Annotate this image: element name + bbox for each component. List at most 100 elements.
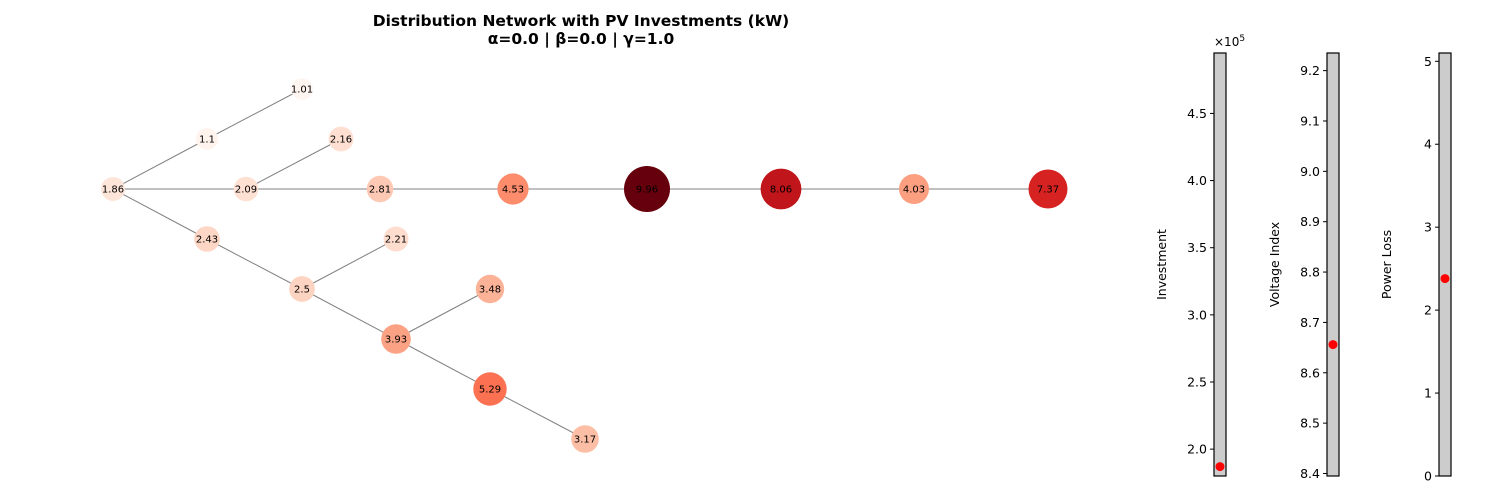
network-edge	[245, 138, 342, 190]
gauge-tick-label: 0	[1424, 469, 1432, 484]
network-edge	[301, 238, 397, 290]
node-label: 1.01	[291, 85, 313, 96]
gauge-tick-label: 9.2	[1300, 63, 1320, 78]
investment-gauge-bar	[1213, 52, 1227, 477]
network-edge	[206, 238, 303, 290]
node-marker	[475, 274, 505, 304]
network-edge	[395, 288, 491, 340]
node-marker	[760, 168, 802, 210]
node-marker	[196, 128, 218, 150]
node-marker	[497, 173, 529, 205]
network-node: 5.29	[473, 372, 507, 406]
gauge-tick-label: 8.6	[1300, 365, 1320, 380]
node-label: 4.03	[903, 185, 925, 196]
network-edge	[112, 188, 208, 240]
network-node: 3.17	[571, 425, 599, 453]
gauge-tick-label: 4.5	[1187, 106, 1207, 121]
figure-title: Distribution Network with PV Investments…	[373, 12, 790, 30]
node-label: 8.06	[770, 185, 792, 196]
network-node: 3.93	[381, 324, 411, 354]
node-label: 3.93	[385, 335, 407, 346]
network-edge	[395, 338, 491, 390]
node-marker	[1028, 169, 1068, 209]
node-marker	[233, 176, 259, 202]
node-label: 4.53	[502, 185, 524, 196]
network-node: 4.53	[497, 173, 529, 205]
node-label: 2.21	[385, 235, 407, 246]
network-node: 2.5	[289, 276, 315, 302]
network-node: 3.48	[475, 274, 505, 304]
node-label: 2.81	[369, 185, 391, 196]
node-marker	[194, 226, 220, 252]
gauge-tick-label: 5	[1424, 54, 1432, 69]
investment-axis-label: Investment	[1154, 229, 1169, 300]
node-label: 1.1	[199, 135, 215, 146]
gauge-tick-label: 2	[1424, 303, 1432, 318]
node-label: 3.48	[479, 285, 501, 296]
gauge-tick-label: 3.5	[1187, 240, 1207, 255]
network-edge	[206, 88, 303, 140]
gauge-tick-label: 9.0	[1300, 164, 1320, 179]
voltage-index-gauge-bar	[1326, 52, 1340, 477]
gauge-tick-label: 1	[1424, 386, 1432, 401]
network-node: 1.01	[291, 78, 313, 100]
node-marker	[571, 425, 599, 453]
gauge-tick-label: 8.9	[1300, 214, 1320, 229]
node-label: 2.43	[196, 235, 218, 246]
gauge-tick-label: 3	[1424, 220, 1432, 235]
network-node: 2.81	[366, 175, 394, 203]
power-loss-gauge: 0 1 2 3 4 5 Power Loss	[1379, 52, 1452, 484]
gauge-tick-label: 8.4	[1300, 466, 1320, 481]
investment-value-marker	[1215, 462, 1225, 472]
node-label: 1.86	[102, 185, 124, 196]
node-label: 5.29	[479, 385, 501, 396]
network-edge	[301, 288, 397, 340]
network-edge	[489, 388, 586, 440]
network-node: 2.16	[328, 126, 354, 152]
gauge-tick-label: 9.1	[1300, 113, 1320, 128]
metric-gauges: 2.02.53.03.54.04.5Investment×1058.48.58.…	[1154, 34, 1452, 484]
node-marker	[291, 78, 313, 100]
node-marker	[289, 276, 315, 302]
gauge-tick-label: 8.5	[1300, 416, 1320, 431]
gauge-tick-label: 2.5	[1187, 375, 1207, 390]
voltage-index-gauge: 8.4 8.5 8.6 8.7 8.8 8.9 9.0 9.1 9.2 Voltage Index	[1267, 52, 1340, 481]
network-node: 9.96	[624, 166, 670, 212]
investment-gauge: 2.0 2.5 3.0 3.5 4.0 4.5 Investment ×105	[1154, 34, 1245, 477]
node-marker	[383, 226, 409, 252]
node-marker	[101, 177, 125, 201]
network-node: 2.09	[233, 176, 259, 202]
gauge-tick-label: 4	[1424, 137, 1432, 152]
network-edges	[112, 88, 1048, 440]
voltage-index-value-marker	[1328, 340, 1338, 350]
network-node: 1.86	[101, 177, 125, 201]
node-label: 9.96	[636, 185, 658, 196]
scale-multiplier-label: ×105	[1214, 34, 1245, 49]
figure-subtitle: α=0.0 | β=0.0 | γ=1.0	[488, 30, 675, 49]
network-node: 2.21	[383, 226, 409, 252]
network-node: 1.1	[196, 128, 218, 150]
node-marker	[328, 126, 354, 152]
node-marker	[899, 174, 929, 204]
gauge-tick-label: 8.8	[1300, 265, 1320, 280]
network-edge	[112, 138, 208, 190]
network-node: 4.03	[899, 174, 929, 204]
node-marker	[624, 166, 670, 212]
network-node: 7.37	[1028, 169, 1068, 209]
gauge-tick-label: 8.7	[1300, 315, 1320, 330]
node-label: 2.09	[235, 185, 257, 196]
node-label: 2.16	[330, 135, 352, 146]
network-node: 2.43	[194, 226, 220, 252]
node-label: 3.17	[574, 435, 596, 446]
node-label: 2.5	[294, 285, 310, 296]
power-loss-gauge-bar	[1438, 52, 1452, 477]
power-loss-value-marker	[1440, 274, 1450, 284]
node-marker	[473, 372, 507, 406]
gauge-tick-label: 3.0	[1187, 307, 1207, 322]
node-label: 7.37	[1037, 185, 1059, 196]
gauge-tick-label: 2.0	[1187, 442, 1207, 457]
node-marker	[381, 324, 411, 354]
power-loss-axis-label: Power Loss	[1379, 230, 1394, 299]
network-node: 8.06	[760, 168, 802, 210]
